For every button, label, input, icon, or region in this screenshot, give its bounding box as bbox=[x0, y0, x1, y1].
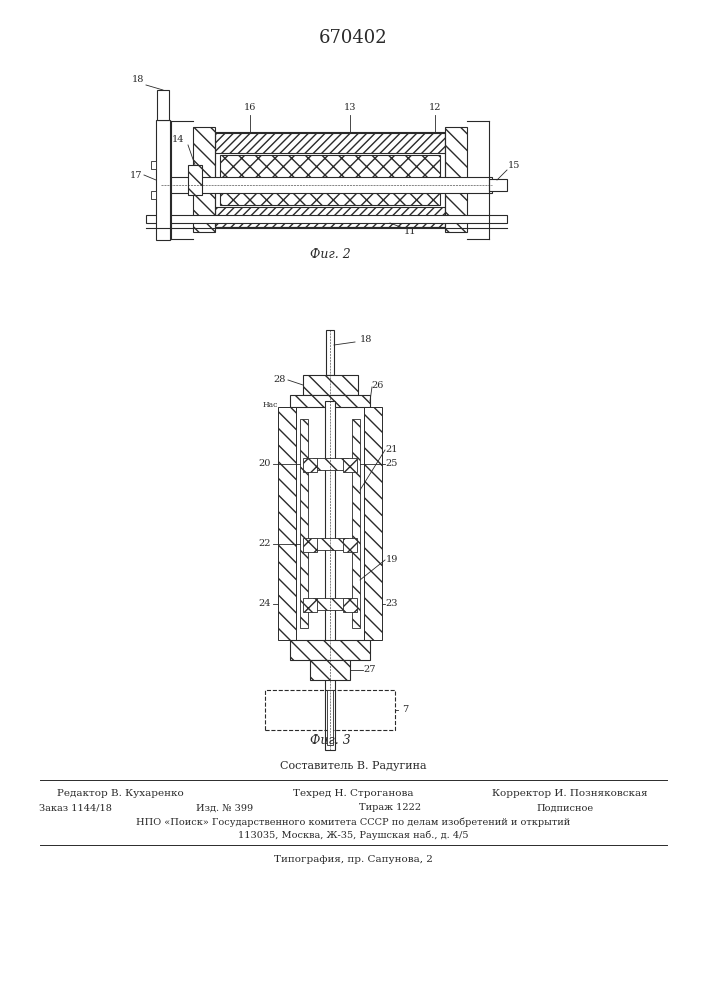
Text: 25: 25 bbox=[386, 460, 398, 468]
Bar bbox=[290, 640, 370, 660]
Bar bbox=[215, 207, 445, 227]
Bar bbox=[313, 598, 348, 610]
Text: 13: 13 bbox=[344, 104, 356, 112]
Bar bbox=[290, 395, 370, 407]
Text: 18: 18 bbox=[360, 336, 373, 344]
Bar bbox=[215, 132, 445, 227]
Text: Подписное: Подписное bbox=[537, 804, 594, 812]
Text: Фиг. 3: Фиг. 3 bbox=[310, 734, 351, 746]
Bar bbox=[310, 660, 350, 680]
Bar bbox=[151, 161, 156, 169]
Bar bbox=[303, 538, 317, 552]
Text: 14: 14 bbox=[172, 135, 185, 144]
Text: Изд. № 399: Изд. № 399 bbox=[197, 804, 254, 812]
Text: 7: 7 bbox=[402, 706, 408, 714]
Text: Техред Н. Строганова: Техред Н. Строганова bbox=[293, 788, 414, 798]
Bar bbox=[303, 598, 317, 612]
Bar bbox=[265, 690, 395, 730]
Bar bbox=[313, 458, 348, 470]
Text: 113035, Москва, Ж-35, Раушская наб., д. 4/5: 113035, Москва, Ж-35, Раушская наб., д. … bbox=[238, 830, 468, 840]
Text: 16: 16 bbox=[244, 104, 256, 112]
Bar bbox=[364, 407, 382, 640]
Bar bbox=[157, 90, 169, 120]
Text: 26: 26 bbox=[372, 380, 384, 389]
Text: 670402: 670402 bbox=[319, 29, 387, 47]
Bar bbox=[343, 598, 357, 612]
Bar bbox=[343, 538, 357, 552]
Bar bbox=[352, 419, 360, 628]
Text: 27: 27 bbox=[363, 666, 376, 674]
Text: 22: 22 bbox=[259, 540, 271, 548]
Text: 18: 18 bbox=[132, 76, 144, 85]
Text: 21: 21 bbox=[386, 446, 398, 454]
Bar bbox=[489, 179, 507, 191]
Text: 20: 20 bbox=[259, 460, 271, 468]
Text: Нас: Нас bbox=[262, 401, 278, 409]
Text: Фиг. 2: Фиг. 2 bbox=[310, 248, 351, 261]
Bar bbox=[220, 155, 440, 178]
Text: Тираж 1222: Тираж 1222 bbox=[359, 804, 421, 812]
Bar bbox=[151, 191, 156, 199]
Bar bbox=[188, 165, 202, 195]
Text: Редактор В. Кухаренко: Редактор В. Кухаренко bbox=[57, 788, 183, 798]
Text: 11: 11 bbox=[404, 227, 416, 235]
Text: 19: 19 bbox=[386, 556, 398, 564]
Bar bbox=[215, 133, 445, 153]
Text: НПО «Поиск» Государственного комитета СССР по делам изобретений и открытий: НПО «Поиск» Государственного комитета СС… bbox=[136, 817, 570, 827]
Bar bbox=[445, 127, 467, 232]
Text: Составитель В. Радугина: Составитель В. Радугина bbox=[280, 761, 426, 771]
Bar bbox=[156, 120, 170, 240]
Bar bbox=[326, 330, 334, 375]
Bar bbox=[193, 127, 215, 232]
Text: 23: 23 bbox=[386, 599, 398, 608]
Bar bbox=[343, 458, 357, 472]
Bar bbox=[325, 401, 335, 750]
Text: 15: 15 bbox=[508, 160, 520, 169]
Text: Типография, пр. Сапунова, 2: Типография, пр. Сапунова, 2 bbox=[274, 856, 433, 864]
Bar bbox=[220, 182, 440, 205]
Bar bbox=[313, 538, 348, 550]
Text: Корректор И. Позняковская: Корректор И. Позняковская bbox=[492, 788, 648, 798]
Bar bbox=[300, 419, 308, 628]
Text: 28: 28 bbox=[274, 375, 286, 384]
Bar bbox=[161, 177, 492, 193]
Bar bbox=[146, 215, 507, 223]
Text: 17: 17 bbox=[130, 170, 142, 180]
Text: 12: 12 bbox=[428, 104, 441, 112]
Text: 24: 24 bbox=[259, 599, 271, 608]
Text: Заказ 1144/18: Заказ 1144/18 bbox=[39, 804, 112, 812]
Bar bbox=[303, 458, 317, 472]
Bar bbox=[278, 407, 296, 640]
Bar bbox=[327, 690, 333, 745]
Bar bbox=[303, 375, 358, 395]
